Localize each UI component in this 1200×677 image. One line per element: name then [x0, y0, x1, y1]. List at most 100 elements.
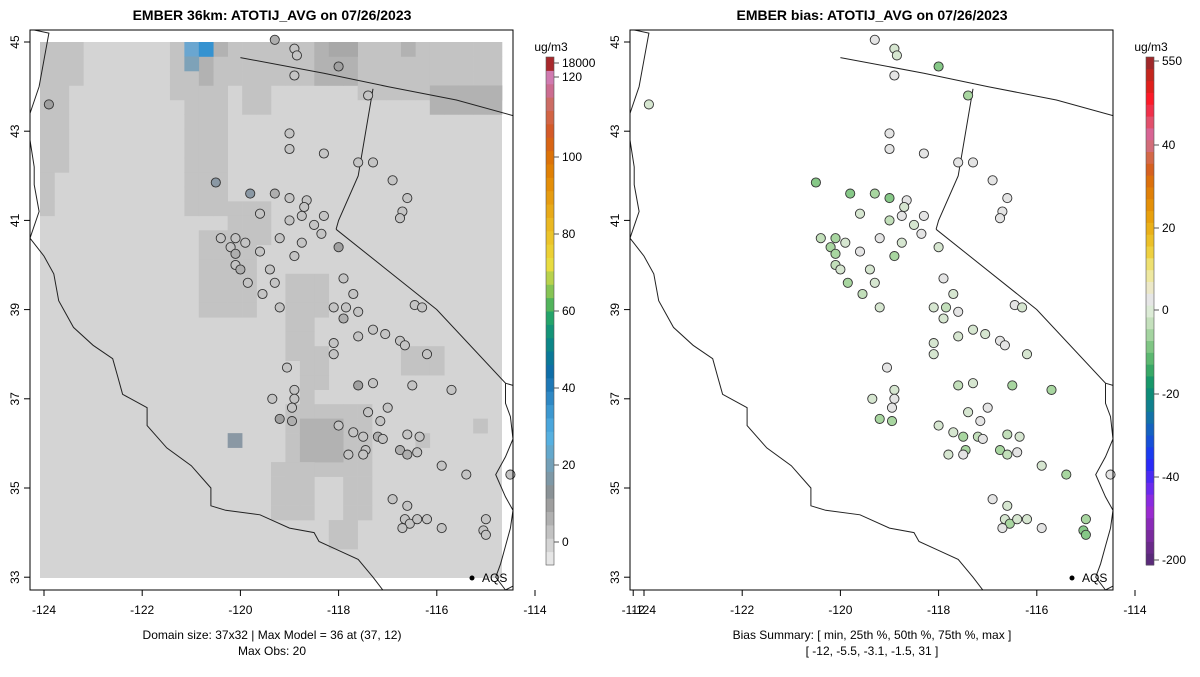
- colorbar-swatch: [546, 110, 554, 125]
- grid-cell: [54, 42, 70, 57]
- grid-cell: [40, 201, 55, 217]
- grid-cell: [299, 404, 315, 419]
- grid-cell: [473, 85, 488, 101]
- site-marker: [402, 449, 413, 460]
- grid-cell: [68, 70, 84, 86]
- site-marker: [269, 188, 280, 199]
- grid-cell: [198, 157, 214, 173]
- colorbar-swatch: [1146, 375, 1154, 389]
- site-marker: [240, 237, 251, 248]
- site-marker: [994, 213, 1006, 224]
- grid-cell: [54, 56, 70, 72]
- colorbar-swatch: [546, 311, 554, 325]
- state-border: [495, 383, 514, 591]
- x-axis: -124-122-120-118-116-114-112: [632, 590, 1147, 617]
- grid-cell: [458, 85, 474, 101]
- site-marker: [461, 469, 472, 480]
- colorbar-frame: [1145, 56, 1155, 566]
- site-marker: [980, 329, 991, 340]
- grid-cell: [487, 85, 503, 101]
- grid-cell: [184, 42, 200, 57]
- site-marker: [953, 306, 964, 317]
- colorbar-swatch: [1146, 80, 1154, 93]
- grid-cell: [184, 143, 200, 159]
- grid-cell: [184, 172, 200, 188]
- colorbar-swatch: [546, 337, 554, 352]
- grid-cell: [227, 273, 243, 289]
- site-marker: [281, 362, 293, 373]
- site-marker: [943, 449, 954, 460]
- site-marker: [1014, 431, 1025, 442]
- grid-cell: [314, 360, 330, 376]
- grid-cell: [343, 491, 358, 506]
- grid-cell: [271, 505, 286, 521]
- site-marker: [997, 523, 1008, 534]
- grid-cell: [357, 418, 373, 434]
- grid-cell: [343, 462, 358, 477]
- site-marker: [1007, 380, 1018, 391]
- site-marker: [1046, 384, 1057, 395]
- grid-cell: [357, 42, 373, 57]
- colorbar-swatch: [546, 484, 554, 499]
- grid-cell: [256, 42, 272, 57]
- grid-cell: [213, 143, 228, 159]
- site-marker: [899, 201, 910, 213]
- grid-cell: [415, 42, 431, 57]
- site-marker: [328, 338, 339, 349]
- grid-cell: [198, 70, 214, 86]
- site-marker: [881, 362, 893, 373]
- grid-cell: [40, 128, 55, 144]
- colorbar-swatch: [1146, 399, 1154, 412]
- colorbar-swatch: [1146, 364, 1154, 377]
- grid-cell: [213, 99, 228, 115]
- site-marker: [375, 416, 386, 427]
- site-marker: [318, 148, 329, 159]
- site-marker: [889, 384, 900, 395]
- grid-cell: [198, 201, 214, 217]
- site-marker: [230, 248, 241, 259]
- site-marker: [994, 445, 1006, 456]
- site-marker: [869, 277, 880, 288]
- grid-cell: [227, 302, 243, 318]
- grid-cell: [198, 244, 214, 260]
- y-tick-label: 35: [608, 481, 622, 495]
- site-marker: [230, 233, 241, 244]
- site-marker: [333, 242, 344, 253]
- aqs-legend-label: AQS: [1082, 571, 1107, 585]
- colorbar-swatch: [1146, 57, 1154, 70]
- colorbar-swatch: [546, 57, 554, 71]
- grid-cell: [328, 520, 344, 535]
- grid-cell: [400, 56, 416, 72]
- grid-cell: [54, 157, 70, 173]
- colorbar-swatch: [1146, 541, 1154, 554]
- site-marker: [948, 288, 959, 300]
- grid-cell: [487, 99, 503, 115]
- colorbar-swatch: [546, 471, 554, 486]
- grid-cell: [242, 201, 257, 217]
- grid-cell: [40, 70, 55, 86]
- site-marker: [338, 313, 349, 324]
- site-marker: [869, 34, 880, 45]
- colorbar-swatch: [546, 511, 554, 526]
- colorbar-swatch: [1146, 435, 1154, 448]
- site-marker: [480, 529, 491, 540]
- state-border: [840, 57, 1114, 136]
- grid-cell: [357, 491, 373, 506]
- grid-cell: [184, 201, 200, 217]
- site-marker: [845, 188, 856, 199]
- site-marker: [948, 427, 959, 438]
- colorbar-swatch: [1146, 293, 1154, 306]
- grid-cell: [314, 302, 330, 318]
- site-marker: [938, 313, 949, 324]
- grid-cell: [299, 491, 315, 506]
- site-marker: [210, 177, 221, 188]
- grid-cell: [386, 85, 402, 101]
- site-marker: [348, 427, 359, 438]
- colorbar-swatch: [546, 351, 554, 365]
- x-tick-label: -116: [1025, 603, 1048, 617]
- colorbar-swatch: [1146, 210, 1154, 223]
- grid-cell: [458, 56, 474, 72]
- site-marker: [958, 449, 969, 460]
- grid-cell: [429, 99, 445, 115]
